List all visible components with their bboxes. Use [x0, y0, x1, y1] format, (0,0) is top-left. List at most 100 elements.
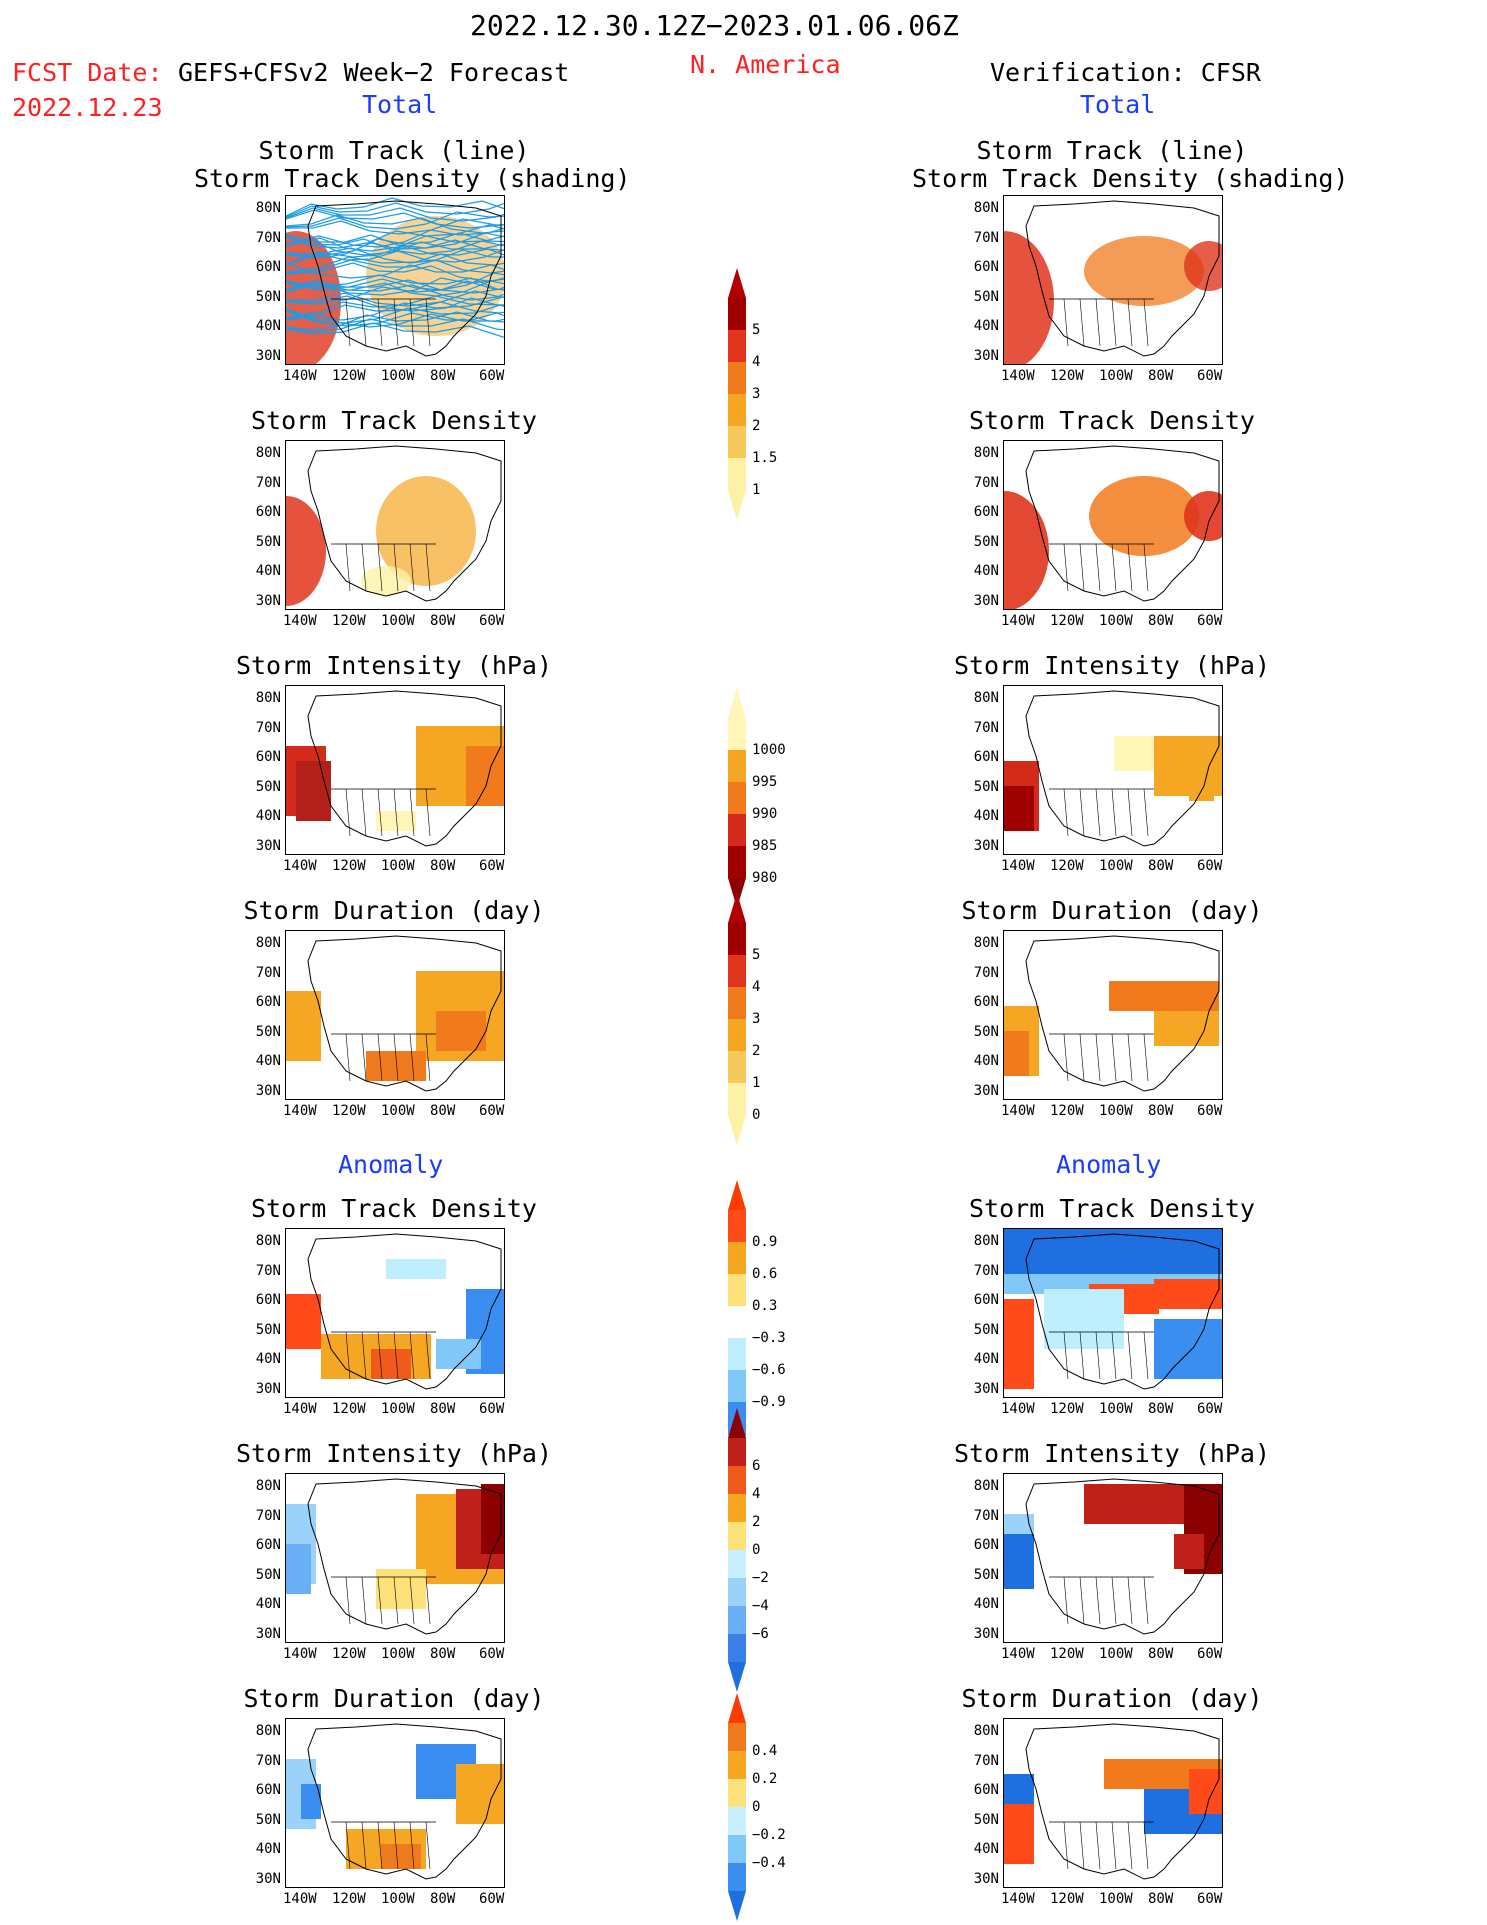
map-frame — [285, 685, 505, 855]
lat-tick-label: 80N — [255, 445, 281, 461]
lat-tick-label: 40N — [255, 318, 281, 334]
lon-tick-label: 60W — [1197, 858, 1223, 874]
lat-tick-label: 40N — [255, 1841, 281, 1857]
lon-tick-label: 80W — [430, 1103, 456, 1119]
map-canvas — [286, 445, 502, 606]
lat-tick-label: 30N — [255, 1380, 281, 1397]
lon-tick-label: 120W — [1050, 613, 1084, 629]
lon-tick-label: 100W — [1099, 1401, 1133, 1417]
map-canvas — [286, 690, 504, 847]
lat-tick-label: 70N — [973, 719, 999, 736]
colorbar-swatch — [728, 426, 746, 458]
lat-tick-label: 70N — [973, 229, 999, 246]
lat-tick-label: 30N — [973, 1380, 999, 1397]
colorbar-label: −0.6 — [752, 1362, 786, 1378]
lat-tick-label: 40N — [255, 808, 281, 824]
lon-tick-label: 120W — [1050, 1401, 1084, 1417]
lat-tick-label: 80N — [255, 1233, 281, 1249]
lat-tick-label: 40N — [973, 1053, 999, 1069]
colorbar-swatch — [728, 955, 746, 987]
colorbar-label: −0.4 — [752, 1855, 786, 1871]
map-frame — [285, 440, 505, 610]
map-frame — [1003, 195, 1223, 365]
lon-tick-label: 80W — [1148, 858, 1174, 874]
colorbar-swatch — [728, 1466, 746, 1494]
lat-tick-label: 30N — [255, 347, 281, 364]
lon-tick-label: 100W — [1099, 1646, 1133, 1662]
colorbar-label: 5 — [752, 947, 761, 963]
lat-tick-label: 50N — [255, 533, 281, 550]
colorbar-swatches — [728, 1693, 746, 1921]
lat-tick-label: 70N — [255, 1262, 281, 1279]
colorbar-label: −4 — [752, 1598, 769, 1614]
colorbar-label: 0.2 — [752, 1771, 778, 1787]
colorbar-label: 0.6 — [752, 1266, 778, 1282]
fcst-date: 2022.12.23 — [12, 93, 163, 122]
colorbar-swatch — [728, 923, 746, 955]
lat-tick-label: 30N — [255, 837, 281, 854]
lon-tick-label: 80W — [1148, 1401, 1174, 1417]
lat-tick-label: 50N — [255, 1023, 281, 1040]
lon-tick-label: 100W — [381, 368, 415, 384]
panel-title: Storm Duration (day) — [961, 1684, 1263, 1713]
lon-tick-label: 140W — [283, 1103, 317, 1119]
lat-tick-label: 40N — [973, 1841, 999, 1857]
lat-tick-label: 50N — [255, 1811, 281, 1828]
colorbar-arrow-bottom — [728, 1891, 746, 1921]
lon-tick-label: 100W — [1099, 858, 1133, 874]
lon-tick-label: 60W — [1197, 1401, 1223, 1417]
lon-tick-label: 80W — [1148, 1646, 1174, 1662]
lat-tick-label: 80N — [973, 445, 999, 461]
lon-tick-label: 60W — [479, 1401, 505, 1417]
colorbar-swatch — [728, 846, 746, 878]
lat-tick-label: 50N — [255, 1566, 281, 1583]
map-canvas — [1004, 935, 1220, 1092]
lon-tick-label: 80W — [1148, 1103, 1174, 1119]
lon-tick-label: 140W — [1001, 858, 1035, 874]
lat-tick-label: 50N — [255, 288, 281, 305]
colorbar-arrow-top — [728, 1408, 746, 1438]
map-frame — [285, 195, 505, 365]
lat-tick-label: 70N — [255, 719, 281, 736]
lat-tick-label: 50N — [973, 1023, 999, 1040]
lat-tick-label: 70N — [973, 1507, 999, 1524]
map-canvas — [1004, 1229, 1222, 1390]
lat-tick-label: 60N — [973, 1782, 999, 1798]
colorbar-arrow-top — [728, 268, 746, 298]
colorbar-swatch — [728, 1550, 746, 1578]
map-frame — [1003, 1718, 1223, 1888]
lat-tick-label: 60N — [255, 749, 281, 765]
lon-tick-label: 140W — [1001, 1103, 1035, 1119]
lat-tick-label: 30N — [973, 1870, 999, 1887]
map-frame — [1003, 1228, 1223, 1398]
lat-tick-label: 60N — [973, 994, 999, 1010]
model-label: GEFS+CFSv2 Week−2 Forecast — [178, 58, 570, 87]
lat-tick-label: 40N — [973, 563, 999, 579]
map-canvas — [1004, 690, 1222, 847]
lat-tick-label: 60N — [973, 504, 999, 520]
lat-tick-label: 60N — [255, 1292, 281, 1308]
lon-tick-label: 100W — [1099, 613, 1133, 629]
lon-tick-label: 80W — [1148, 1891, 1174, 1907]
panel-title: Storm Intensity (hPa) — [235, 651, 553, 680]
lat-tick-label: 30N — [973, 1625, 999, 1642]
lon-tick-label: 80W — [430, 368, 456, 384]
panel-title: Storm Duration (day) — [243, 1684, 545, 1713]
colorbar-swatch — [728, 1494, 746, 1522]
colorbar-label: −2 — [752, 1570, 769, 1586]
map-canvas — [286, 935, 504, 1092]
lon-tick-label: 80W — [1148, 613, 1174, 629]
lon-tick-label: 60W — [1197, 1891, 1223, 1907]
lon-tick-label: 120W — [1050, 1103, 1084, 1119]
panel-title: Storm Intensity (hPa) — [953, 1439, 1271, 1468]
colorbar-label: 5 — [752, 322, 761, 338]
colorbar-swatches — [728, 893, 746, 1145]
lat-tick-label: 50N — [973, 1811, 999, 1828]
anomaly-right-label: Anomaly — [1056, 1150, 1162, 1179]
colorbar-swatch — [728, 1807, 746, 1835]
lat-tick-label: 70N — [973, 1262, 999, 1279]
panel-title: Storm Track (line) Storm Track Density (s… — [194, 136, 631, 193]
lon-tick-label: 100W — [381, 858, 415, 874]
colorbar-label: 1 — [752, 482, 761, 498]
lat-tick-label: 30N — [255, 1082, 281, 1099]
